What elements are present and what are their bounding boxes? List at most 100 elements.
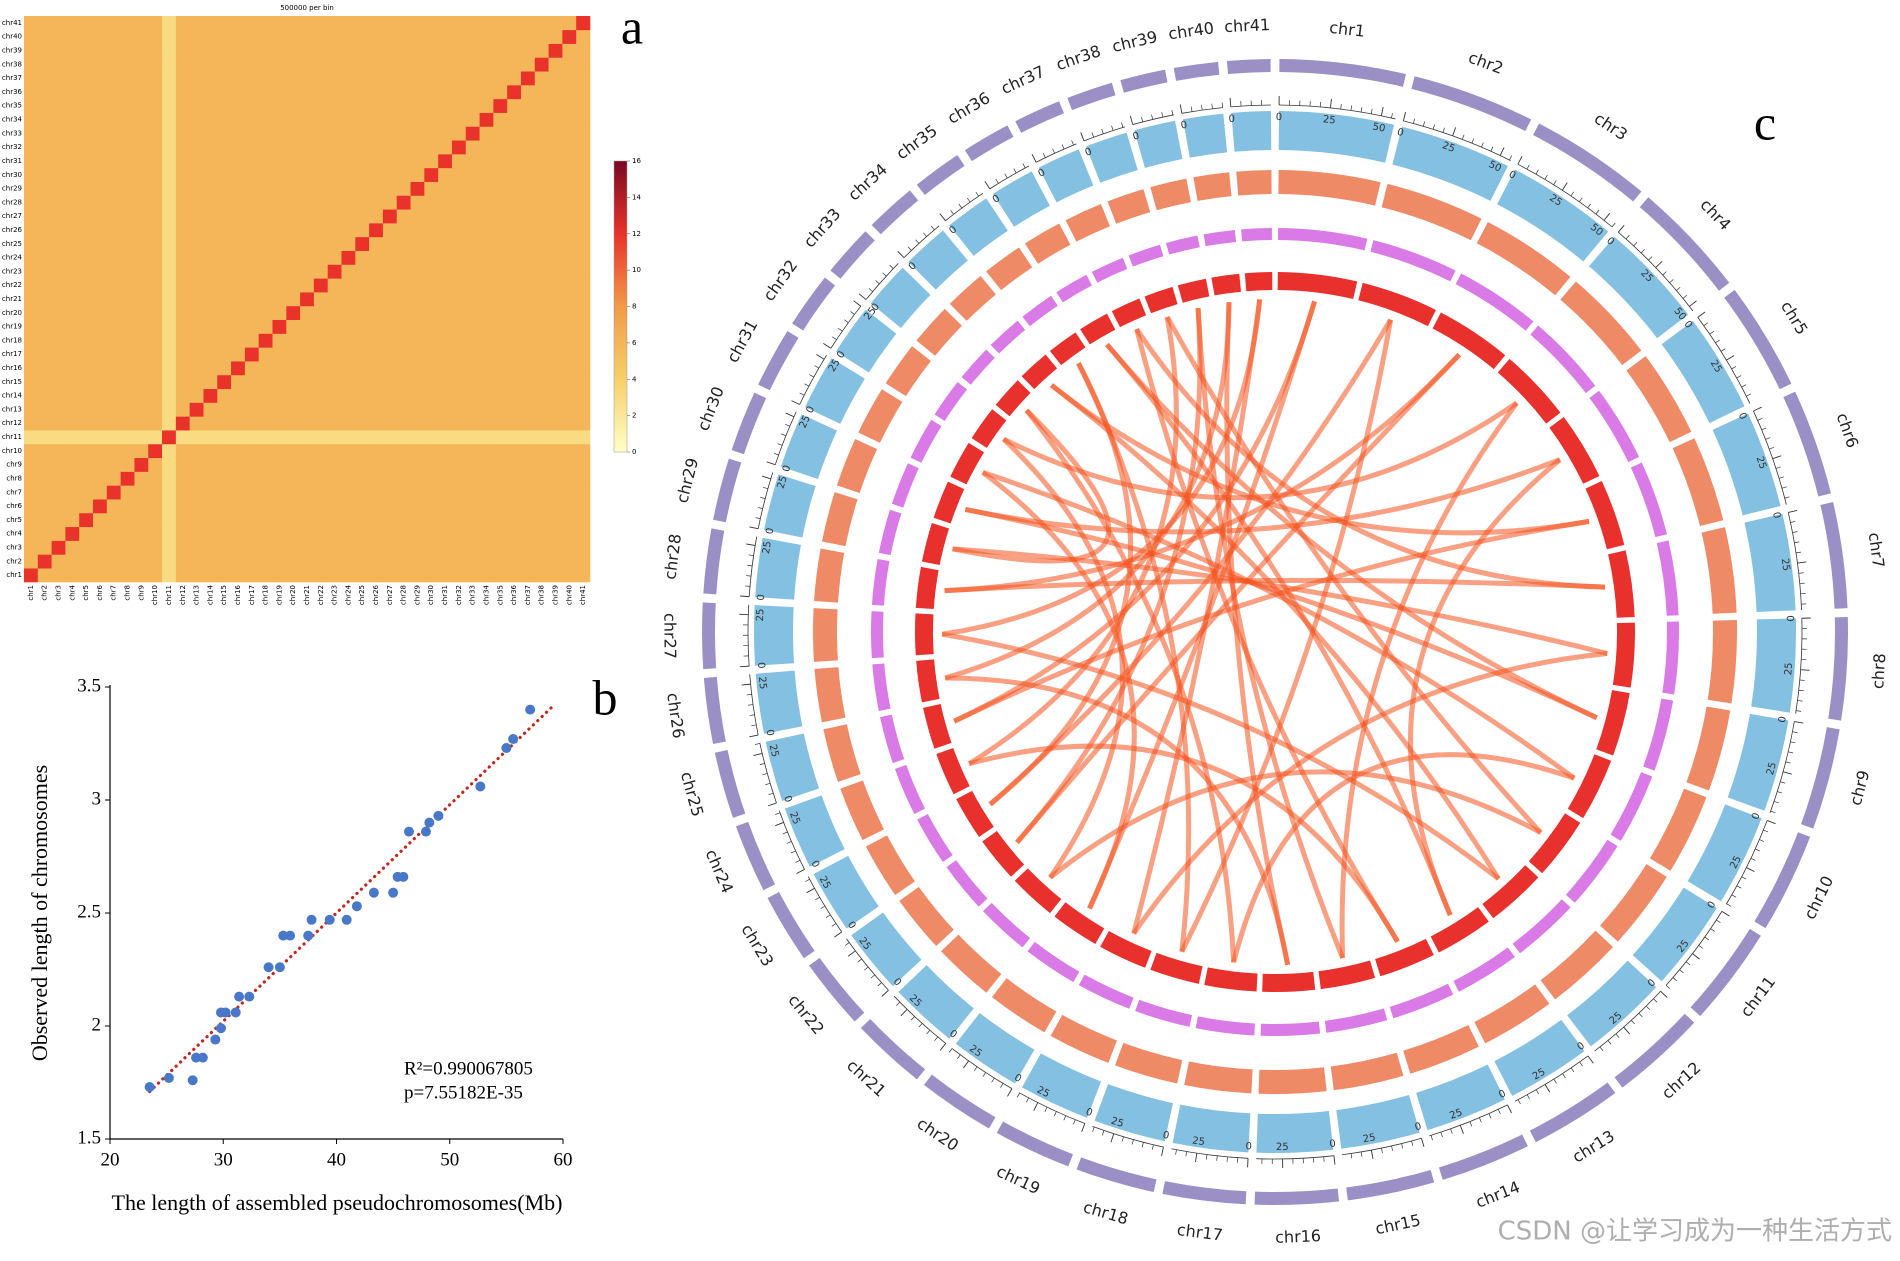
heatmap-cell: [244, 112, 259, 127]
ideogram: [1614, 1013, 1695, 1088]
y-tick-label: chr18: [2, 336, 22, 344]
chromosome-label: chr19: [994, 1162, 1044, 1199]
heatmap-cell: [79, 43, 94, 58]
track-2: [1278, 170, 1381, 206]
heatmap-cell: [396, 402, 411, 417]
x-tick-label: chr32: [455, 585, 463, 605]
heatmap-cell: [175, 485, 190, 500]
heatmap-cell: [37, 457, 52, 472]
heatmap-title: 500000 per bin: [280, 4, 334, 12]
heatmap-cell: [258, 416, 273, 431]
heatmap-cell: [341, 388, 356, 403]
major-tick: [1380, 106, 1384, 116]
heatmap-cell: [507, 485, 522, 500]
heatmap-cell: [65, 223, 80, 238]
trendline: [148, 705, 554, 1094]
track-3: [1324, 1008, 1388, 1033]
heatmap-cell: [148, 85, 163, 100]
heatmap-cell: [258, 471, 273, 486]
major-tick: [1031, 154, 1037, 163]
heatmap-cell: [37, 443, 52, 459]
heatmap-cell: [162, 430, 177, 445]
track-3: [1530, 325, 1596, 394]
heatmap-cell: [272, 471, 287, 486]
heatmap-cell: [65, 209, 80, 224]
heatmap-cell: [369, 16, 384, 31]
heatmap-cell: [120, 112, 135, 127]
heatmap-cell: [79, 499, 94, 514]
minor-tick: [1092, 1126, 1095, 1132]
heatmap-cell: [369, 333, 384, 348]
heatmap-cell: [51, 333, 66, 348]
tick-axis: [1787, 512, 1802, 611]
heatmap-cell: [355, 85, 370, 100]
heatmap-cell: [231, 471, 246, 486]
heatmap-cell: [548, 374, 563, 390]
minor-tick: [1625, 234, 1630, 240]
heatmap-cell: [51, 388, 66, 403]
point: [210, 1034, 221, 1045]
synteny-link: [941, 299, 1263, 637]
heatmap-cell: [520, 57, 536, 72]
heatmap-cell: [438, 512, 453, 528]
heatmap-cell: [217, 540, 232, 555]
heatmap-cell: [258, 388, 273, 403]
heatmap-cell: [217, 485, 232, 500]
heatmap-cell: [534, 112, 549, 127]
heatmap-cell: [424, 347, 439, 362]
track-2: [1707, 619, 1737, 704]
minor-tick: [1151, 1144, 1154, 1150]
track-4: [1375, 938, 1434, 977]
heatmap-cell: [300, 209, 315, 224]
heatmap-cell: [189, 512, 204, 528]
heatmap-cell: [438, 347, 453, 362]
heatmap-cell: [189, 347, 204, 362]
heatmap-cell: [189, 319, 204, 334]
point: [263, 962, 274, 973]
heatmap-cell: [24, 29, 39, 44]
heatmap-cell: [203, 305, 218, 321]
heatmap-cell: [244, 388, 259, 403]
heatmap-cell: [120, 540, 135, 555]
heatmap-cell: [424, 526, 439, 541]
heatmap-cell: [300, 57, 315, 72]
heatmap-cell: [148, 526, 163, 541]
minor-tick: [749, 714, 755, 716]
track-4: [1049, 332, 1086, 366]
track-4: [1596, 690, 1630, 756]
heatmap-cell: [327, 57, 342, 72]
heatmap-cell: [562, 181, 577, 196]
major-tick: [1794, 721, 1804, 724]
heatmap-cell: [341, 568, 356, 583]
heatmap-cell: [162, 554, 177, 569]
heatmap-cell: [134, 319, 149, 334]
position-label: 25: [776, 475, 790, 490]
gene-density: [851, 912, 922, 987]
minor-tick: [1350, 105, 1352, 111]
heatmap-cell: [313, 319, 329, 334]
heatmap-cell: [465, 264, 480, 279]
y-tick-label: chr24: [2, 254, 23, 262]
heatmap-cell: [341, 554, 356, 569]
heatmap-cell: [562, 98, 577, 113]
heatmap-cell: [548, 278, 563, 293]
heatmap-cell: [203, 568, 218, 583]
heatmap-cell: [438, 333, 453, 348]
tick-axis: [1256, 1155, 1334, 1160]
synteny-link: [981, 470, 1137, 910]
heatmap-cell: [493, 29, 508, 44]
heatmap-cell: [507, 126, 522, 141]
heatmap-cell: [369, 305, 384, 321]
heatmap-cell: [258, 140, 273, 155]
heatmap-cell: [203, 236, 218, 251]
heatmap-cell: [562, 236, 577, 251]
heatmap-cell: [548, 319, 563, 334]
heatmap-cell: [576, 29, 591, 44]
heatmap-cell: [479, 71, 494, 86]
heatmap-cell: [258, 554, 273, 569]
ideogram: [1533, 123, 1642, 202]
heatmap-cell: [424, 485, 439, 500]
minor-tick: [1672, 977, 1677, 982]
minor-tick: [1676, 286, 1681, 291]
heatmap-cell: [65, 167, 80, 182]
